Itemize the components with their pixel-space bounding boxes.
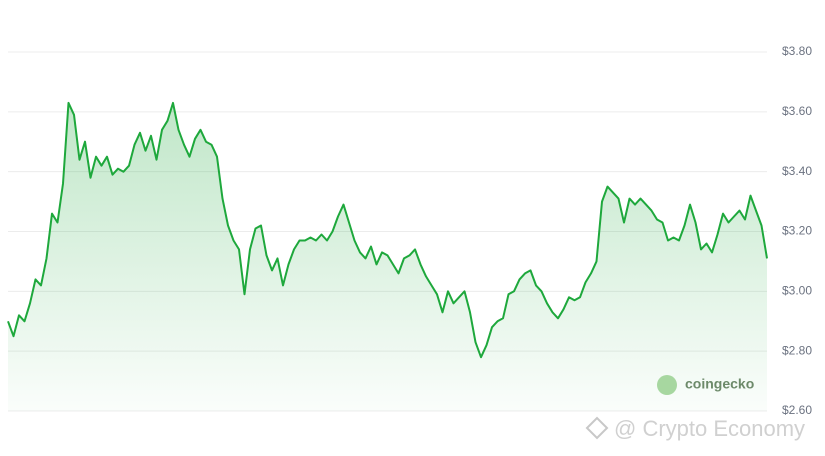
- y-tick-label: $3.80: [782, 44, 812, 58]
- y-tick-label: $3.40: [782, 164, 812, 178]
- price-line: [7, 101, 768, 359]
- y-tick-label: $2.80: [782, 343, 812, 357]
- y-tick-label: $3.00: [782, 284, 812, 298]
- brand-label: coingecko: [685, 376, 754, 392]
- y-tick-label: $3.60: [782, 104, 812, 118]
- y-tick-label: $2.60: [782, 403, 812, 417]
- coingecko-logo: [657, 375, 677, 395]
- watermark: @ Crypto Economy: [614, 416, 805, 441]
- y-tick-label: $3.20: [782, 224, 812, 238]
- watermark-icon: [585, 416, 609, 440]
